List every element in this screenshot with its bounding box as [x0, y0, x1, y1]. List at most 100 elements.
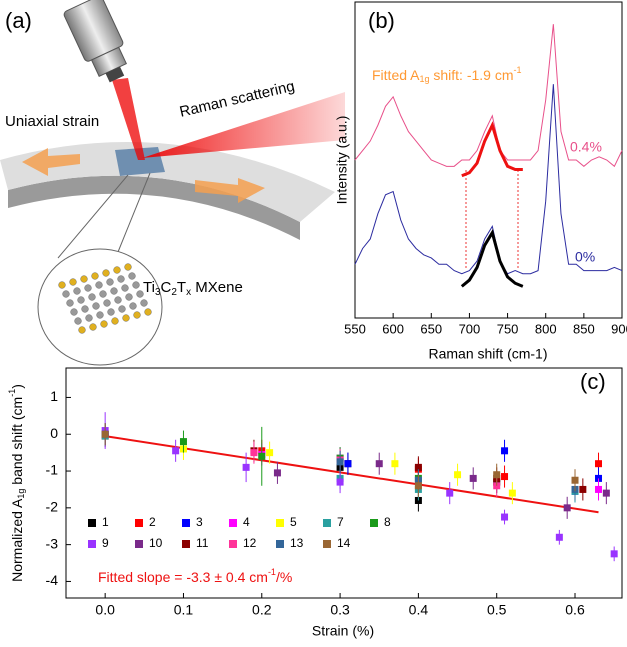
x-tick-label: 0.5	[487, 602, 507, 618]
y-axis-label: Intensity (a.u.)	[334, 116, 350, 205]
marker	[610, 550, 618, 558]
atom	[85, 314, 93, 322]
atom	[110, 287, 118, 295]
strip-top	[0, 142, 335, 222]
fit-curve	[461, 121, 523, 178]
marker	[414, 463, 422, 471]
marker	[595, 485, 603, 493]
legend-label: 7	[337, 515, 344, 529]
legend-marker	[135, 519, 143, 527]
y-axis-label: Normalized A1g band shift (cm-1)	[7, 384, 26, 582]
sample	[115, 147, 165, 176]
panel-label: (a)	[5, 8, 32, 33]
objective	[63, 0, 127, 83]
marker	[469, 474, 477, 482]
atom	[92, 302, 100, 310]
marker	[563, 504, 571, 512]
atom	[80, 275, 88, 283]
atom	[74, 317, 82, 325]
legend-label: 4	[243, 515, 250, 529]
atom	[121, 284, 129, 292]
spectrum	[354, 84, 623, 275]
atom	[88, 293, 96, 301]
marker	[602, 489, 610, 497]
x-tick-label: 0.1	[174, 602, 194, 618]
x-tick-label: 850	[573, 321, 595, 336]
marker	[250, 449, 258, 457]
marker	[501, 513, 509, 521]
text-part: 1g	[16, 489, 26, 499]
atom	[91, 272, 99, 280]
y-tick-label: -1	[46, 462, 59, 478]
legend-marker	[276, 540, 284, 548]
marker	[571, 476, 579, 484]
marker	[242, 463, 250, 471]
x-tick-label: 900	[611, 321, 627, 336]
zoom-line	[117, 172, 151, 253]
laser-beam	[112, 78, 145, 160]
series-label: 0.4%	[570, 139, 602, 155]
text-part: -1	[514, 65, 522, 75]
marker	[172, 447, 180, 455]
legend-marker	[276, 519, 284, 527]
x-tick-label: 700	[459, 321, 481, 336]
legend-marker	[370, 519, 378, 527]
zoom-line	[57, 174, 129, 259]
legend-marker	[88, 519, 96, 527]
marker	[579, 485, 587, 493]
text-part: 3	[155, 287, 161, 298]
atom	[99, 290, 107, 298]
y-tick-label: 1	[50, 388, 58, 404]
atom	[96, 311, 104, 319]
x-tick-label: 0.0	[95, 602, 115, 618]
text-part: Fitted A	[372, 67, 420, 83]
legend-marker	[182, 519, 190, 527]
atom	[144, 308, 152, 316]
atom	[89, 323, 97, 331]
fit-curve	[460, 228, 524, 288]
atom	[77, 296, 85, 304]
legend-label: 12	[243, 536, 257, 550]
x-tick-label: 600	[382, 321, 404, 336]
legend-marker	[323, 540, 331, 548]
legend-marker	[135, 540, 143, 548]
atom	[95, 281, 103, 289]
legend-marker	[182, 540, 190, 548]
legend-marker	[88, 540, 96, 548]
legend-marker	[229, 519, 237, 527]
legend-label: 8	[384, 515, 391, 529]
y-tick-label: -4	[46, 572, 59, 588]
marker	[344, 460, 352, 468]
marker	[454, 471, 462, 479]
text-part: shift: -1.9 cm	[429, 67, 513, 83]
atom	[129, 302, 137, 310]
annotation: Fitted A1g shift: -1.9 cm-1	[372, 65, 522, 84]
marker	[501, 473, 509, 481]
plot-frame	[65, 367, 623, 599]
marker	[258, 452, 266, 460]
text-part: C	[161, 279, 172, 296]
text-part: /%	[276, 569, 292, 585]
text-part: )	[9, 384, 25, 389]
text-part: -1	[268, 567, 276, 577]
material-label: Ti3C2Tx MXene	[143, 279, 243, 298]
marker	[555, 533, 563, 541]
y-tick-label: -2	[46, 499, 59, 515]
scatter-beam	[142, 92, 345, 158]
panel-label: (b)	[368, 8, 395, 33]
x-axis-label: Strain (%)	[312, 623, 374, 639]
zoom-circle	[37, 248, 163, 366]
atom	[73, 287, 81, 295]
marker	[179, 438, 187, 446]
atom	[66, 299, 74, 307]
legend-label: 3	[196, 515, 203, 529]
text-part: 1g	[419, 74, 429, 84]
marker	[336, 478, 344, 486]
atom	[124, 263, 132, 271]
text-part: Fitted slope = -3.3 ± 0.4 cm	[98, 569, 268, 585]
strain-label: Uniaxial strain	[5, 113, 99, 130]
legend-label: 9	[102, 536, 109, 550]
atom	[125, 293, 133, 301]
x-axis-label: Raman shift (cm-1)	[428, 346, 547, 362]
